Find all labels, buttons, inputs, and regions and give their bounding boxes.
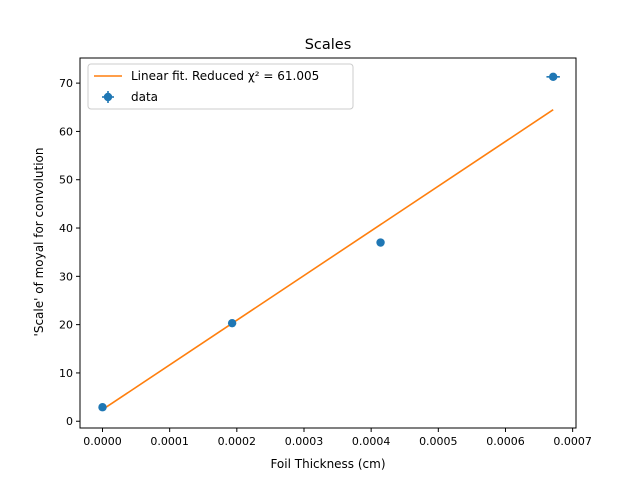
data-point <box>376 238 385 247</box>
y-tick-label: 70 <box>59 77 73 90</box>
y-tick-label: 40 <box>59 222 73 235</box>
y-tick-label: 50 <box>59 174 73 187</box>
legend: Linear fit. Reduced χ² = 61.005 data <box>87 63 354 110</box>
y-tick-label: 10 <box>59 367 73 380</box>
data-point <box>98 403 107 412</box>
data-point <box>548 72 558 82</box>
plot-area <box>98 72 560 412</box>
legend-label: Linear fit. Reduced χ² = 61.005 <box>131 69 319 83</box>
legend-label: data <box>131 90 158 104</box>
y-tick-label: 30 <box>59 270 73 283</box>
legend-box <box>87 63 354 110</box>
x-tick-label: 0.0003 <box>285 435 324 448</box>
y-tick-label: 60 <box>59 125 73 138</box>
legend-data-swatch <box>103 92 113 102</box>
x-tick-label: 0.0004 <box>352 435 391 448</box>
fit-line <box>102 109 554 411</box>
x-tick-label: 0.0007 <box>553 435 592 448</box>
x-tick-label: 0.0002 <box>218 435 257 448</box>
chart-title: Scales <box>305 37 352 53</box>
x-tick-label: 0.0001 <box>150 435 189 448</box>
axes: 0.0000 0.0001 0.0002 0.0003 0.0004 0.0005 0.00… <box>59 57 592 448</box>
x-axis-label: Foil Thickness (cm) <box>270 457 385 471</box>
y-axis-label: 'Scale' of moyal for convolution <box>32 148 46 337</box>
data-point <box>227 318 237 328</box>
x-tick-label: 0.0000 <box>83 435 122 448</box>
x-tick-label: 0.0005 <box>419 435 458 448</box>
y-tick-label: 0 <box>66 415 73 428</box>
x-tick-label: 0.0006 <box>486 435 525 448</box>
y-tick-label: 20 <box>59 319 73 332</box>
axes-frame <box>79 57 577 429</box>
